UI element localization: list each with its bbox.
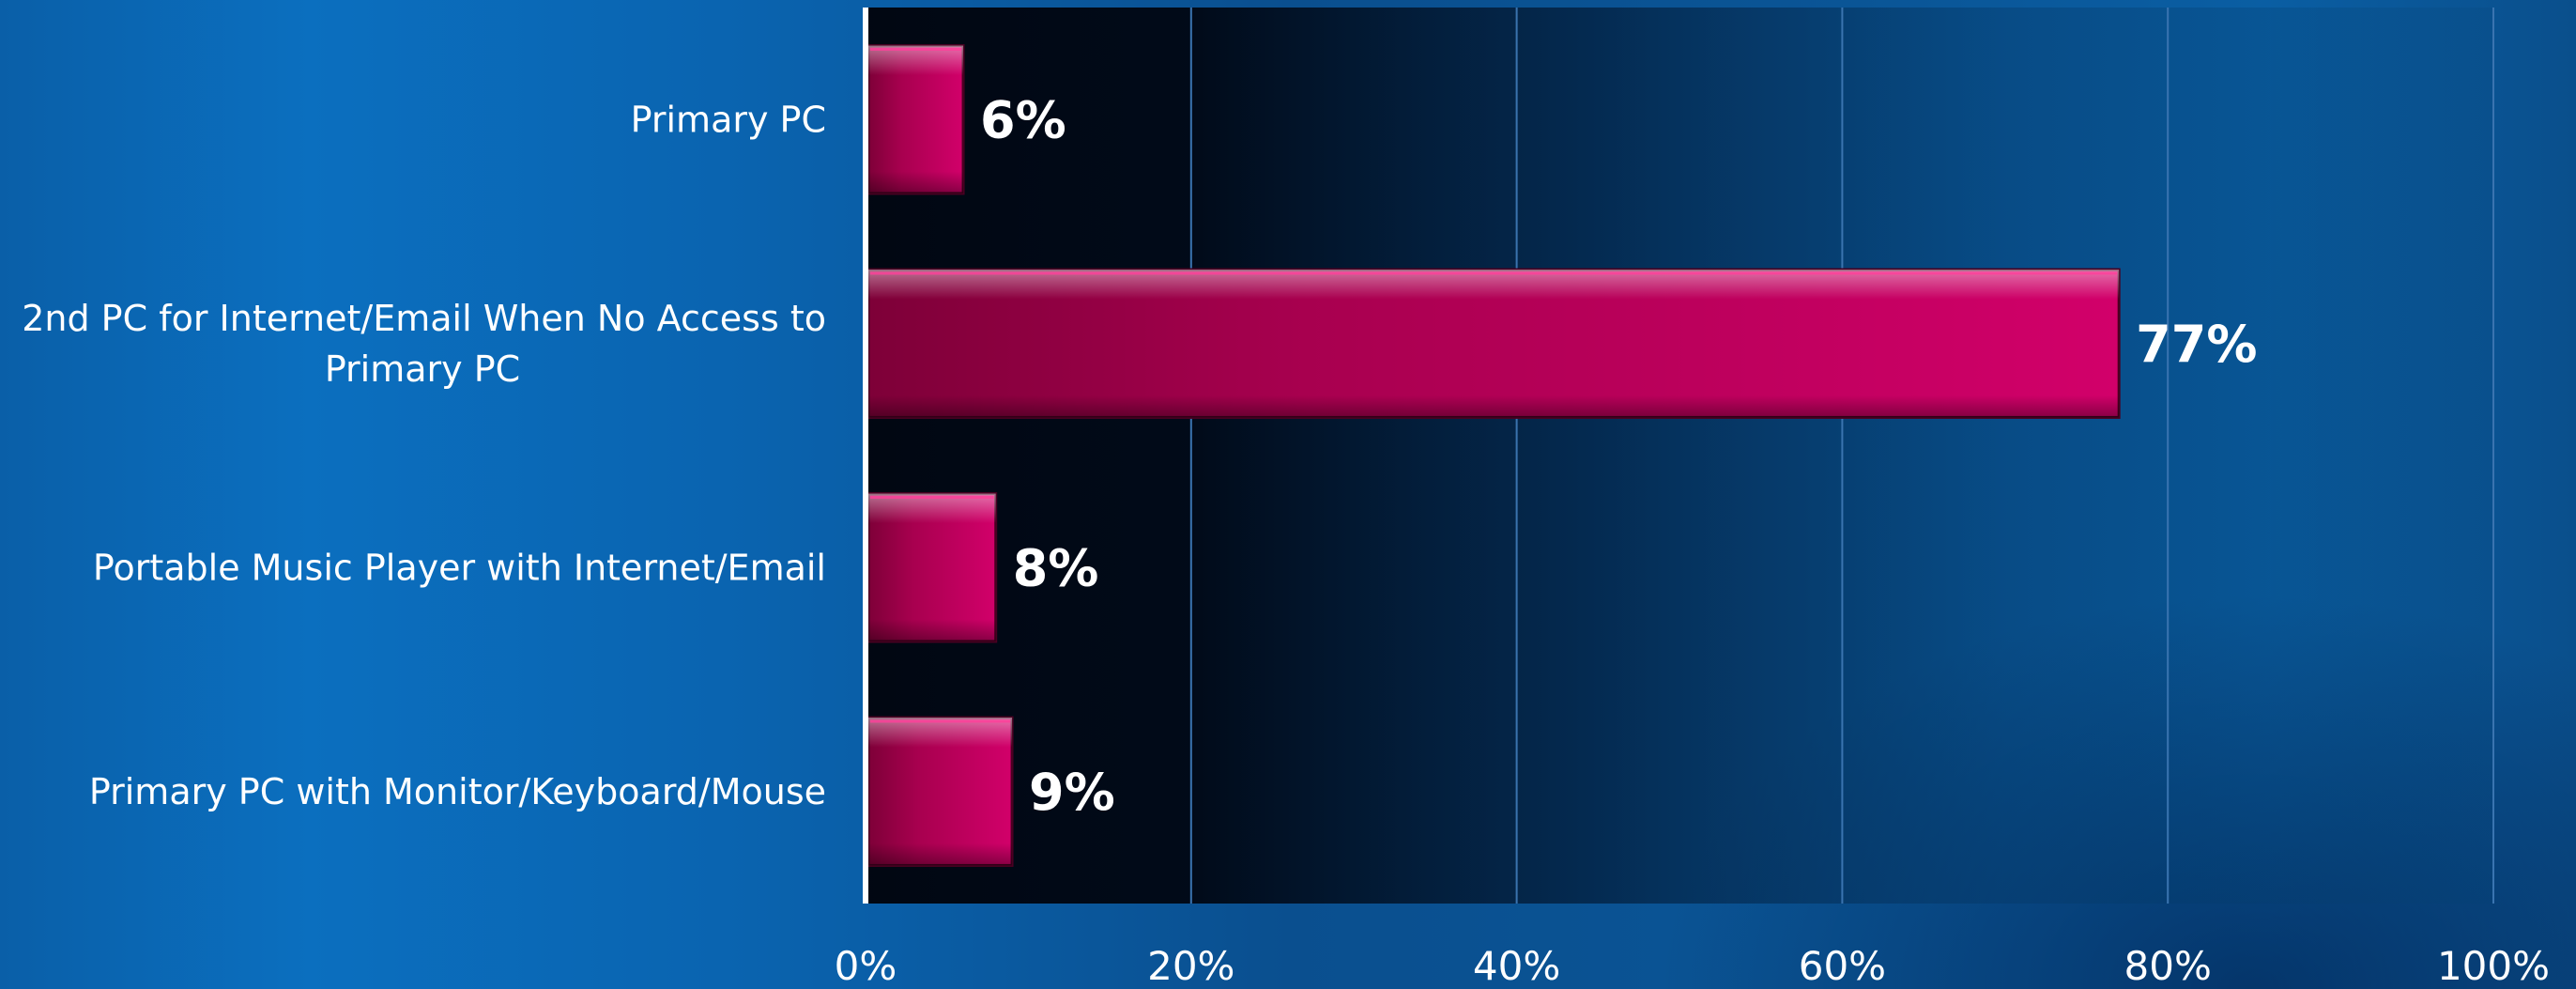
x-tick-labels: 0% 20% 40% 60% 80% 100% — [835, 943, 2550, 989]
category-label: Primary PC with Monitor/Keyboard/Mouse — [89, 771, 826, 812]
x-tick-label: 100% — [2437, 943, 2550, 989]
bar — [866, 492, 998, 643]
x-tick-label: 20% — [1147, 943, 1234, 989]
bar — [866, 716, 1014, 867]
x-tick-label: 60% — [1799, 943, 1886, 989]
bar-shine — [868, 718, 1013, 866]
plot-area — [866, 8, 2493, 904]
category-label: Portable Music Player with Internet/Emai… — [93, 547, 826, 588]
bar-shine — [868, 270, 2120, 418]
category-labels: Primary PC 2nd PC for Internet/Email When… — [22, 99, 826, 812]
value-label: 77% — [2136, 315, 2257, 374]
category-label: 2nd PC for Internet/Email When No Access… — [22, 298, 826, 339]
x-tick-label: 40% — [1473, 943, 1560, 989]
value-label: 9% — [1029, 763, 1115, 822]
bar-shine — [868, 45, 964, 193]
value-label: 6% — [980, 90, 1066, 149]
bar — [866, 268, 2121, 419]
value-label: 8% — [1013, 538, 1099, 597]
x-tick-label: 80% — [2124, 943, 2212, 989]
category-label: Primary PC — [325, 348, 520, 390]
grid-lines — [1189, 8, 2494, 904]
bar-shine — [868, 493, 996, 641]
category-label: Primary PC — [631, 99, 826, 140]
bar — [866, 44, 965, 195]
value-labels: 6% 77% 8% 9% — [980, 90, 2257, 822]
bars — [866, 44, 2121, 867]
x-tick-label: 0% — [835, 943, 897, 989]
